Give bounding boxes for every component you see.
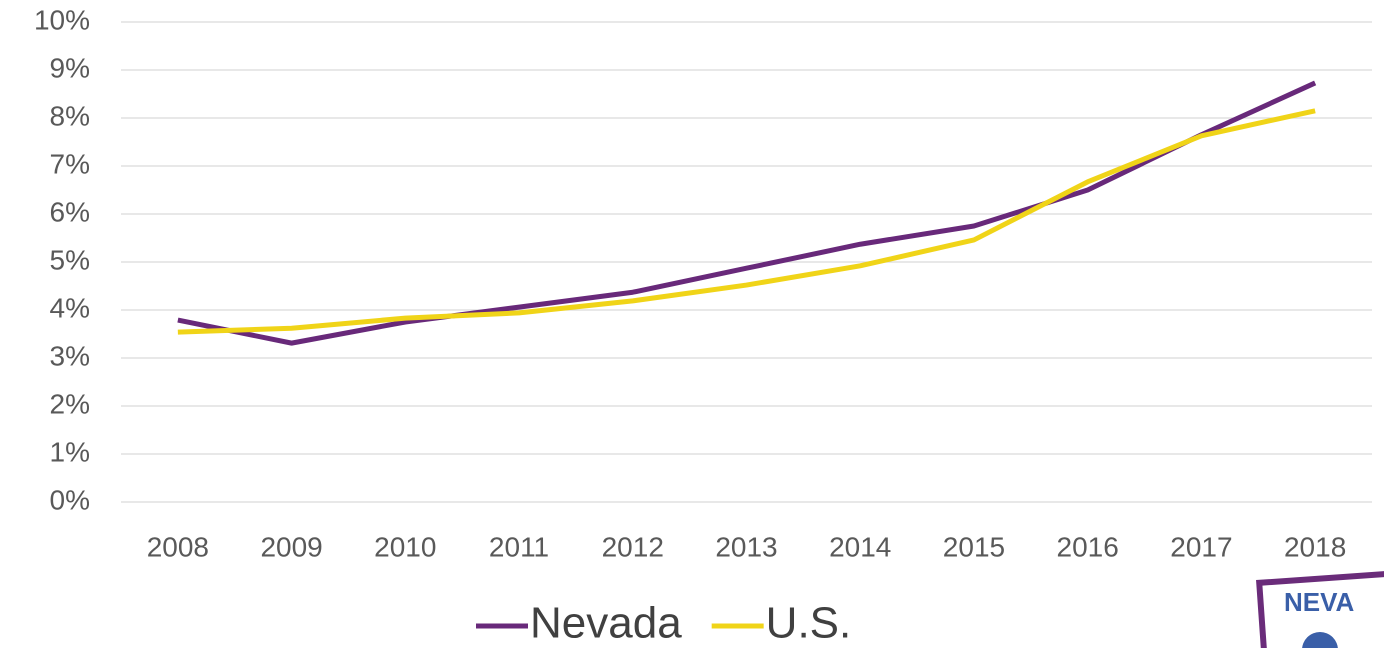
x-tick-label: 2010	[374, 531, 436, 562]
logo: NEVA	[1256, 569, 1384, 648]
series-line	[177, 108, 1316, 335]
y-tick-label: 3%	[50, 340, 90, 371]
legend-label: Nevada	[530, 599, 682, 648]
x-tick-label: 2012	[602, 531, 664, 562]
x-tick-label: 2013	[715, 531, 777, 562]
x-tick-label: 2016	[1057, 531, 1119, 562]
x-tick-label: 2015	[943, 531, 1005, 562]
y-tick-label: 7%	[50, 148, 90, 179]
y-tick-label: 0%	[50, 484, 90, 515]
y-tick-label: 5%	[50, 244, 90, 275]
x-tick-label: 2018	[1284, 531, 1346, 562]
plot: 0% 1% 2% 3% 4% 5% 6% 7% 8% 9% 10% 2008 2009 2010 2011 2…	[34, 4, 1372, 648]
x-tick-label: 2014	[829, 531, 891, 562]
y-tick-label: 6%	[50, 196, 90, 227]
x-tick-label: 2017	[1170, 531, 1232, 562]
y-tick-label: 9%	[50, 52, 90, 83]
y-tick-label: 2%	[50, 388, 90, 419]
series-line	[177, 80, 1317, 346]
y-tick-label: 1%	[50, 436, 90, 467]
y-tick-label: 8%	[50, 100, 90, 131]
y-tick-label: 4%	[50, 292, 90, 323]
x-tick-label: 2011	[489, 531, 549, 562]
logo-globe	[1302, 632, 1338, 648]
legend-label: U.S.	[766, 599, 852, 648]
y-tick-label: 10%	[34, 4, 90, 35]
x-tick-label: 2009	[260, 531, 322, 562]
logo-text: NEVA	[1284, 587, 1355, 617]
x-tick-label: 2008	[147, 531, 209, 562]
